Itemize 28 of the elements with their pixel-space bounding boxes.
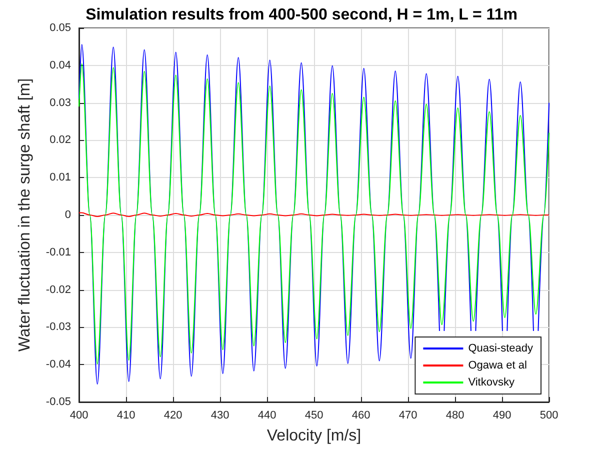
x-tick-label: 450 [304,410,324,422]
x-tick-label: 500 [540,410,558,422]
y-axis-title: Water fluctuation in the surge shaft [m] [16,78,34,352]
y-tick-label: -0.05 [46,396,71,408]
x-tick-label: 480 [446,410,464,422]
x-tick-label: 400 [70,410,88,422]
y-tick-label: 0.05 [50,22,71,34]
x-tick-label: 490 [492,410,512,422]
y-tick-label: -0.01 [46,246,71,258]
legend-label: Vitkovsky [468,376,515,388]
x-tick-label: 470 [398,410,418,422]
y-tick-label: -0.02 [46,284,71,296]
legend-label: Quasi-steady [468,342,534,354]
y-tick-label: 0.01 [50,172,71,184]
chart-title: Simulation results from 400-500 second, H = 1m, L = 11m [86,6,518,24]
y-tick-label: 0.02 [50,134,71,146]
x-tick-label: 410 [116,410,136,422]
y-tick-label: -0.03 [46,321,71,334]
y-tick-label: 0 [64,209,71,221]
x-tick-label: 420 [164,410,182,422]
x-tick-label: 460 [352,410,370,422]
x-tick-label: 440 [258,410,276,422]
x-tick-label: 430 [210,410,230,422]
y-tick-label: 0.04 [50,59,71,72]
x-axis-title: Velocity [m/s] [266,428,362,444]
y-tick-label: 0.03 [50,96,71,109]
y-tick-label: -0.04 [46,358,71,371]
legend-label: Ogawa et al [468,360,527,372]
